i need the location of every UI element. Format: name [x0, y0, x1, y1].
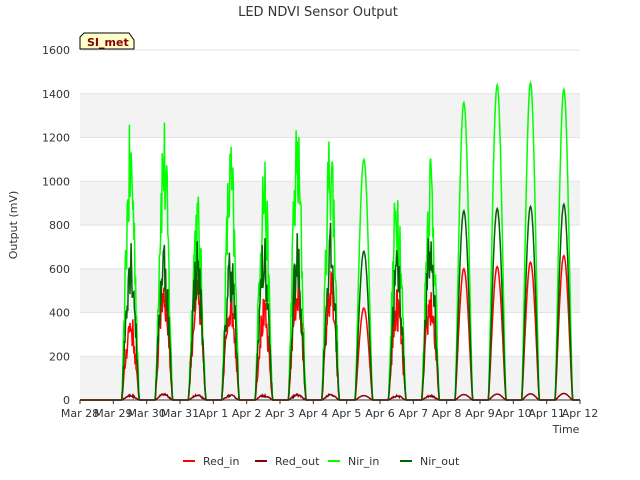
y-tick-label: 1600 — [42, 44, 70, 57]
series-line-nir-out — [80, 202, 580, 401]
x-tick-label: Apr 3 — [265, 407, 295, 420]
badge-label: SI_met — [87, 36, 129, 49]
y-ticks: 0 200 400 600 800 1000 1200 1400 1600 — [42, 44, 70, 407]
x-tick-label: Mar 29 — [94, 407, 132, 420]
y-tick-label: 600 — [49, 263, 70, 276]
legend-label: Nir_out — [420, 455, 460, 468]
badge-shape — [79, 32, 135, 50]
x-tick-label: Apr 11 — [528, 407, 565, 420]
x-tick-label: Apr 5 — [332, 407, 362, 420]
plot-band — [80, 312, 580, 357]
legend-label: Red_in — [203, 455, 239, 468]
x-tick-label: Apr 8 — [432, 407, 462, 420]
x-tick-label: Apr 6 — [365, 407, 395, 420]
y-tick-label: 400 — [49, 307, 70, 320]
legend: Red_in Red_out Nir_in Nir_out — [183, 455, 460, 468]
series-line-red-in — [80, 254, 580, 401]
plot-band — [80, 137, 580, 182]
x-axis-label: Time — [552, 423, 580, 436]
y-axis-label: Output (mV) — [7, 191, 20, 260]
x-tick-label: Apr 10 — [495, 407, 532, 420]
x-tick-label: Mar 31 — [161, 407, 199, 420]
x-tick-label: Apr 9 — [465, 407, 495, 420]
plot-band — [80, 50, 580, 94]
y-tick-label: 200 — [49, 350, 70, 363]
plot-band — [80, 356, 580, 400]
series-line-red-out — [80, 392, 580, 401]
x-tick-label: Mar 30 — [128, 407, 166, 420]
y-tick-label: 1200 — [42, 132, 70, 145]
y-tick-label: 1000 — [42, 175, 70, 188]
legend-label: Red_out — [275, 455, 320, 468]
chart-title: LED NDVI Sensor Output — [238, 5, 398, 20]
x-tick-label: Apr 2 — [232, 407, 262, 420]
station-badge: SI_met — [79, 32, 135, 50]
x-tick-label: Apr 1 — [199, 407, 229, 420]
x-tick-label: Mar 28 — [61, 407, 99, 420]
series-layer — [80, 80, 580, 401]
y-tick-label: 0 — [63, 394, 70, 407]
x-tick-label: Apr 12 — [562, 407, 599, 420]
plot-band — [80, 93, 580, 138]
series-line-nir-in — [80, 80, 580, 401]
y-tick-label: 800 — [49, 219, 70, 232]
legend-label: Nir_in — [348, 455, 379, 468]
x-tick-label: Apr 7 — [399, 407, 429, 420]
x-tick-label: Apr 4 — [299, 407, 329, 420]
y-tick-label: 1400 — [42, 88, 70, 101]
